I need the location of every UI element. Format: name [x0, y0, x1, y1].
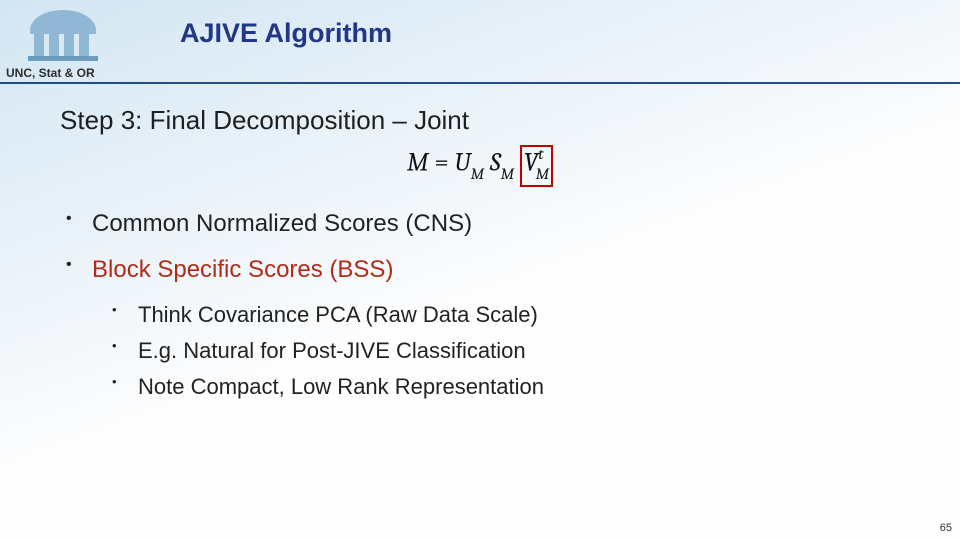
affiliation-label: UNC, Stat & OR [6, 66, 95, 80]
slide-title: AJIVE Algorithm [180, 18, 392, 49]
title-divider [0, 82, 960, 84]
eq-equals: = [429, 148, 455, 178]
eq-highlighted-term: VtM [520, 145, 553, 187]
eq-lhs: M [407, 148, 429, 178]
bullet-level1: Common Normalized Scores (CNS) [60, 210, 900, 238]
equation: M = UM SM VtM [0, 145, 960, 187]
bullet-level2: Note Compact, Low Rank Representation [60, 374, 900, 400]
eq-S: S [490, 148, 501, 178]
bullet-level2: Think Covariance PCA (Raw Data Scale) [60, 302, 900, 328]
eq-V-sup: t [538, 145, 543, 164]
unc-logo [18, 8, 108, 68]
bullet-level2: E.g. Natural for Post-JIVE Classificatio… [60, 338, 900, 364]
step-heading: Step 3: Final Decomposition – Joint [60, 105, 469, 136]
eq-U: U [454, 148, 470, 178]
bullet-level1: Block Specific Scores (BSS) [60, 256, 900, 284]
page-number: 65 [940, 522, 952, 534]
eq-U-sub: M [471, 165, 484, 184]
eq-S-sub: M [501, 165, 514, 184]
eq-V-sub: M [536, 165, 549, 184]
bullet-list: Common Normalized Scores (CNS) Block Spec… [60, 210, 900, 410]
